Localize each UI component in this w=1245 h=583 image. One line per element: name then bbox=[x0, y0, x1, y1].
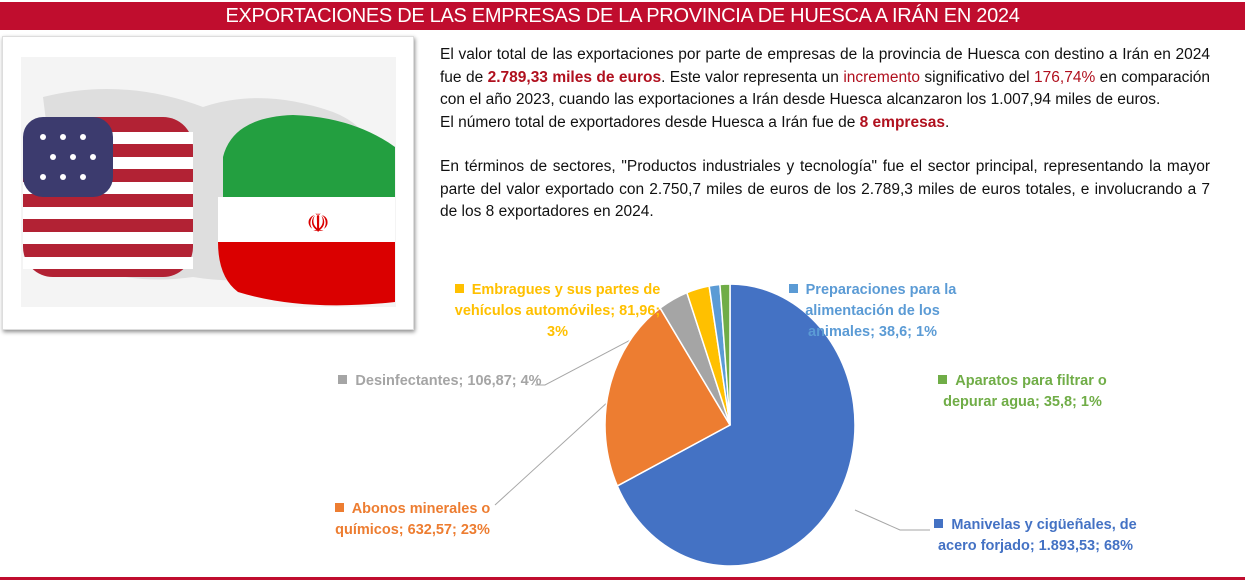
pie-slice-manivelas bbox=[616, 283, 856, 567]
text: en comparación con el año 2023, cuando l… bbox=[440, 68, 1211, 109]
text: El valor total de las exportaciones por … bbox=[440, 46, 1210, 86]
label-manivelas: Manivelas y cigüeñales, de acero forjado… bbox=[928, 515, 1143, 557]
label-aparatos: Aparatos para filtrar o depurar agua; 35… bbox=[920, 371, 1125, 413]
pie-slice-aparatos bbox=[719, 283, 731, 426]
legend-swatch bbox=[788, 284, 798, 293]
legend-swatch bbox=[934, 519, 944, 528]
increment-percent: 176,74% bbox=[1034, 68, 1096, 86]
usa-vs-iran-fists-image: ☫ bbox=[2, 36, 414, 330]
label-desinfectantes: Desinfectantes; 106,87; 4% bbox=[335, 371, 545, 392]
data-label: Preparaciones para la alimentación de lo… bbox=[805, 282, 957, 340]
label-embragues: Embragues y sus partes de vehículos auto… bbox=[450, 280, 665, 343]
label-preparaciones: Preparaciones para la alimentación de lo… bbox=[770, 280, 975, 343]
data-label: Aparatos para filtrar o depurar agua; 35… bbox=[943, 373, 1107, 410]
paragraph-sectors: En términos de sectores, "Productos indu… bbox=[440, 158, 1210, 220]
exporter-count: 8 empresas bbox=[859, 113, 945, 131]
text: significativo del bbox=[920, 68, 1035, 86]
data-label: Desinfectantes; 106,87; 4% bbox=[355, 373, 542, 389]
legend-swatch bbox=[938, 375, 948, 384]
svg-text:☫: ☫ bbox=[306, 208, 329, 238]
leader-line bbox=[535, 334, 641, 386]
legend-swatch bbox=[334, 503, 344, 512]
legend-swatch bbox=[454, 284, 464, 293]
leader-line bbox=[494, 399, 611, 506]
increment-word: incremento bbox=[843, 68, 921, 86]
bottom-divider bbox=[0, 577, 1245, 580]
pie-slice-abonos bbox=[604, 306, 732, 488]
text: . Este valor representa un bbox=[661, 68, 844, 86]
summary-text: El valor total de las exportaciones por … bbox=[440, 44, 1210, 224]
page-title: EXPORTACIONES DE LAS EMPRESAS DE LA PROV… bbox=[0, 2, 1245, 30]
label-abonos: Abonos minerales o químicos; 632,57; 23% bbox=[305, 499, 520, 541]
text: . bbox=[944, 113, 950, 131]
paragraph-exporters: El número total de exportadores desde Hu… bbox=[440, 112, 1210, 135]
data-label: Manivelas y cigüeñales, de acero forjado… bbox=[937, 517, 1137, 554]
data-label: Abonos minerales o químicos; 632,57; 23% bbox=[335, 501, 491, 538]
leader-line bbox=[854, 509, 930, 531]
legend-swatch bbox=[338, 375, 348, 384]
total-value: 2.789,33 miles de euros bbox=[487, 68, 662, 86]
paragraph-export-value: El valor total de las exportaciones por … bbox=[440, 44, 1210, 112]
text: El número total de exportadores desde Hu… bbox=[440, 113, 860, 131]
data-label: Embragues y sus partes de vehículos auto… bbox=[454, 282, 661, 340]
